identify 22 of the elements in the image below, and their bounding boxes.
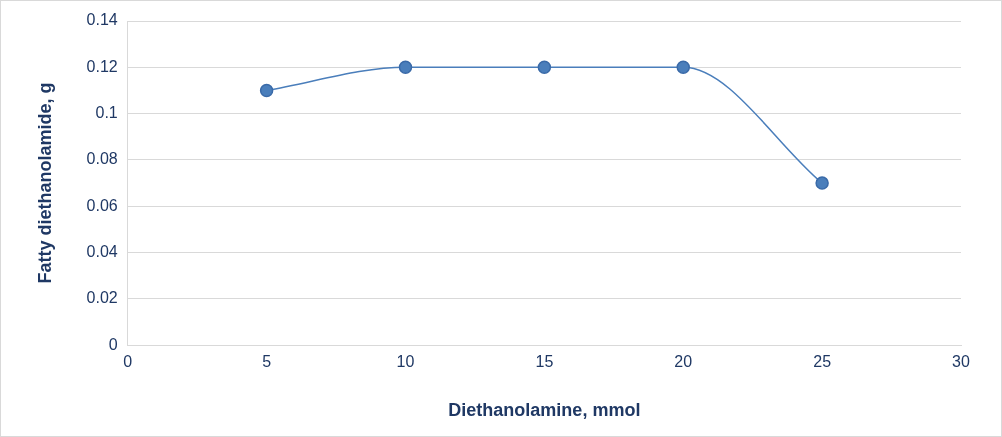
x-tick-label: 15 xyxy=(535,353,554,371)
point xyxy=(815,176,829,190)
y-tick-label: 0.14 xyxy=(86,11,118,29)
x-tick-label: 10 xyxy=(396,353,415,371)
y-tick-label: 0.1 xyxy=(95,104,118,122)
x-tick-label: 30 xyxy=(952,353,970,371)
point xyxy=(259,83,274,98)
x-tick-label: 5 xyxy=(262,353,272,371)
point xyxy=(676,60,690,75)
x-tick-label: 25 xyxy=(813,353,832,371)
x-tick-label: 0 xyxy=(123,353,133,371)
y-tick-label: 0.08 xyxy=(86,150,118,168)
y-axis-title: Fatty diethanolamide, g xyxy=(34,82,55,284)
y-tick-label: 0.12 xyxy=(86,57,118,75)
x-tick-label: 20 xyxy=(674,353,693,371)
point xyxy=(398,60,413,75)
y-tick-label: 0.04 xyxy=(86,242,118,260)
y-tick-label: 0.06 xyxy=(86,196,118,214)
y-tick-label: 0 xyxy=(108,335,118,353)
y-tick-label: 0.02 xyxy=(86,289,118,307)
x-axis-title: Diethanolamine, mmol xyxy=(448,400,641,421)
point xyxy=(537,60,552,75)
